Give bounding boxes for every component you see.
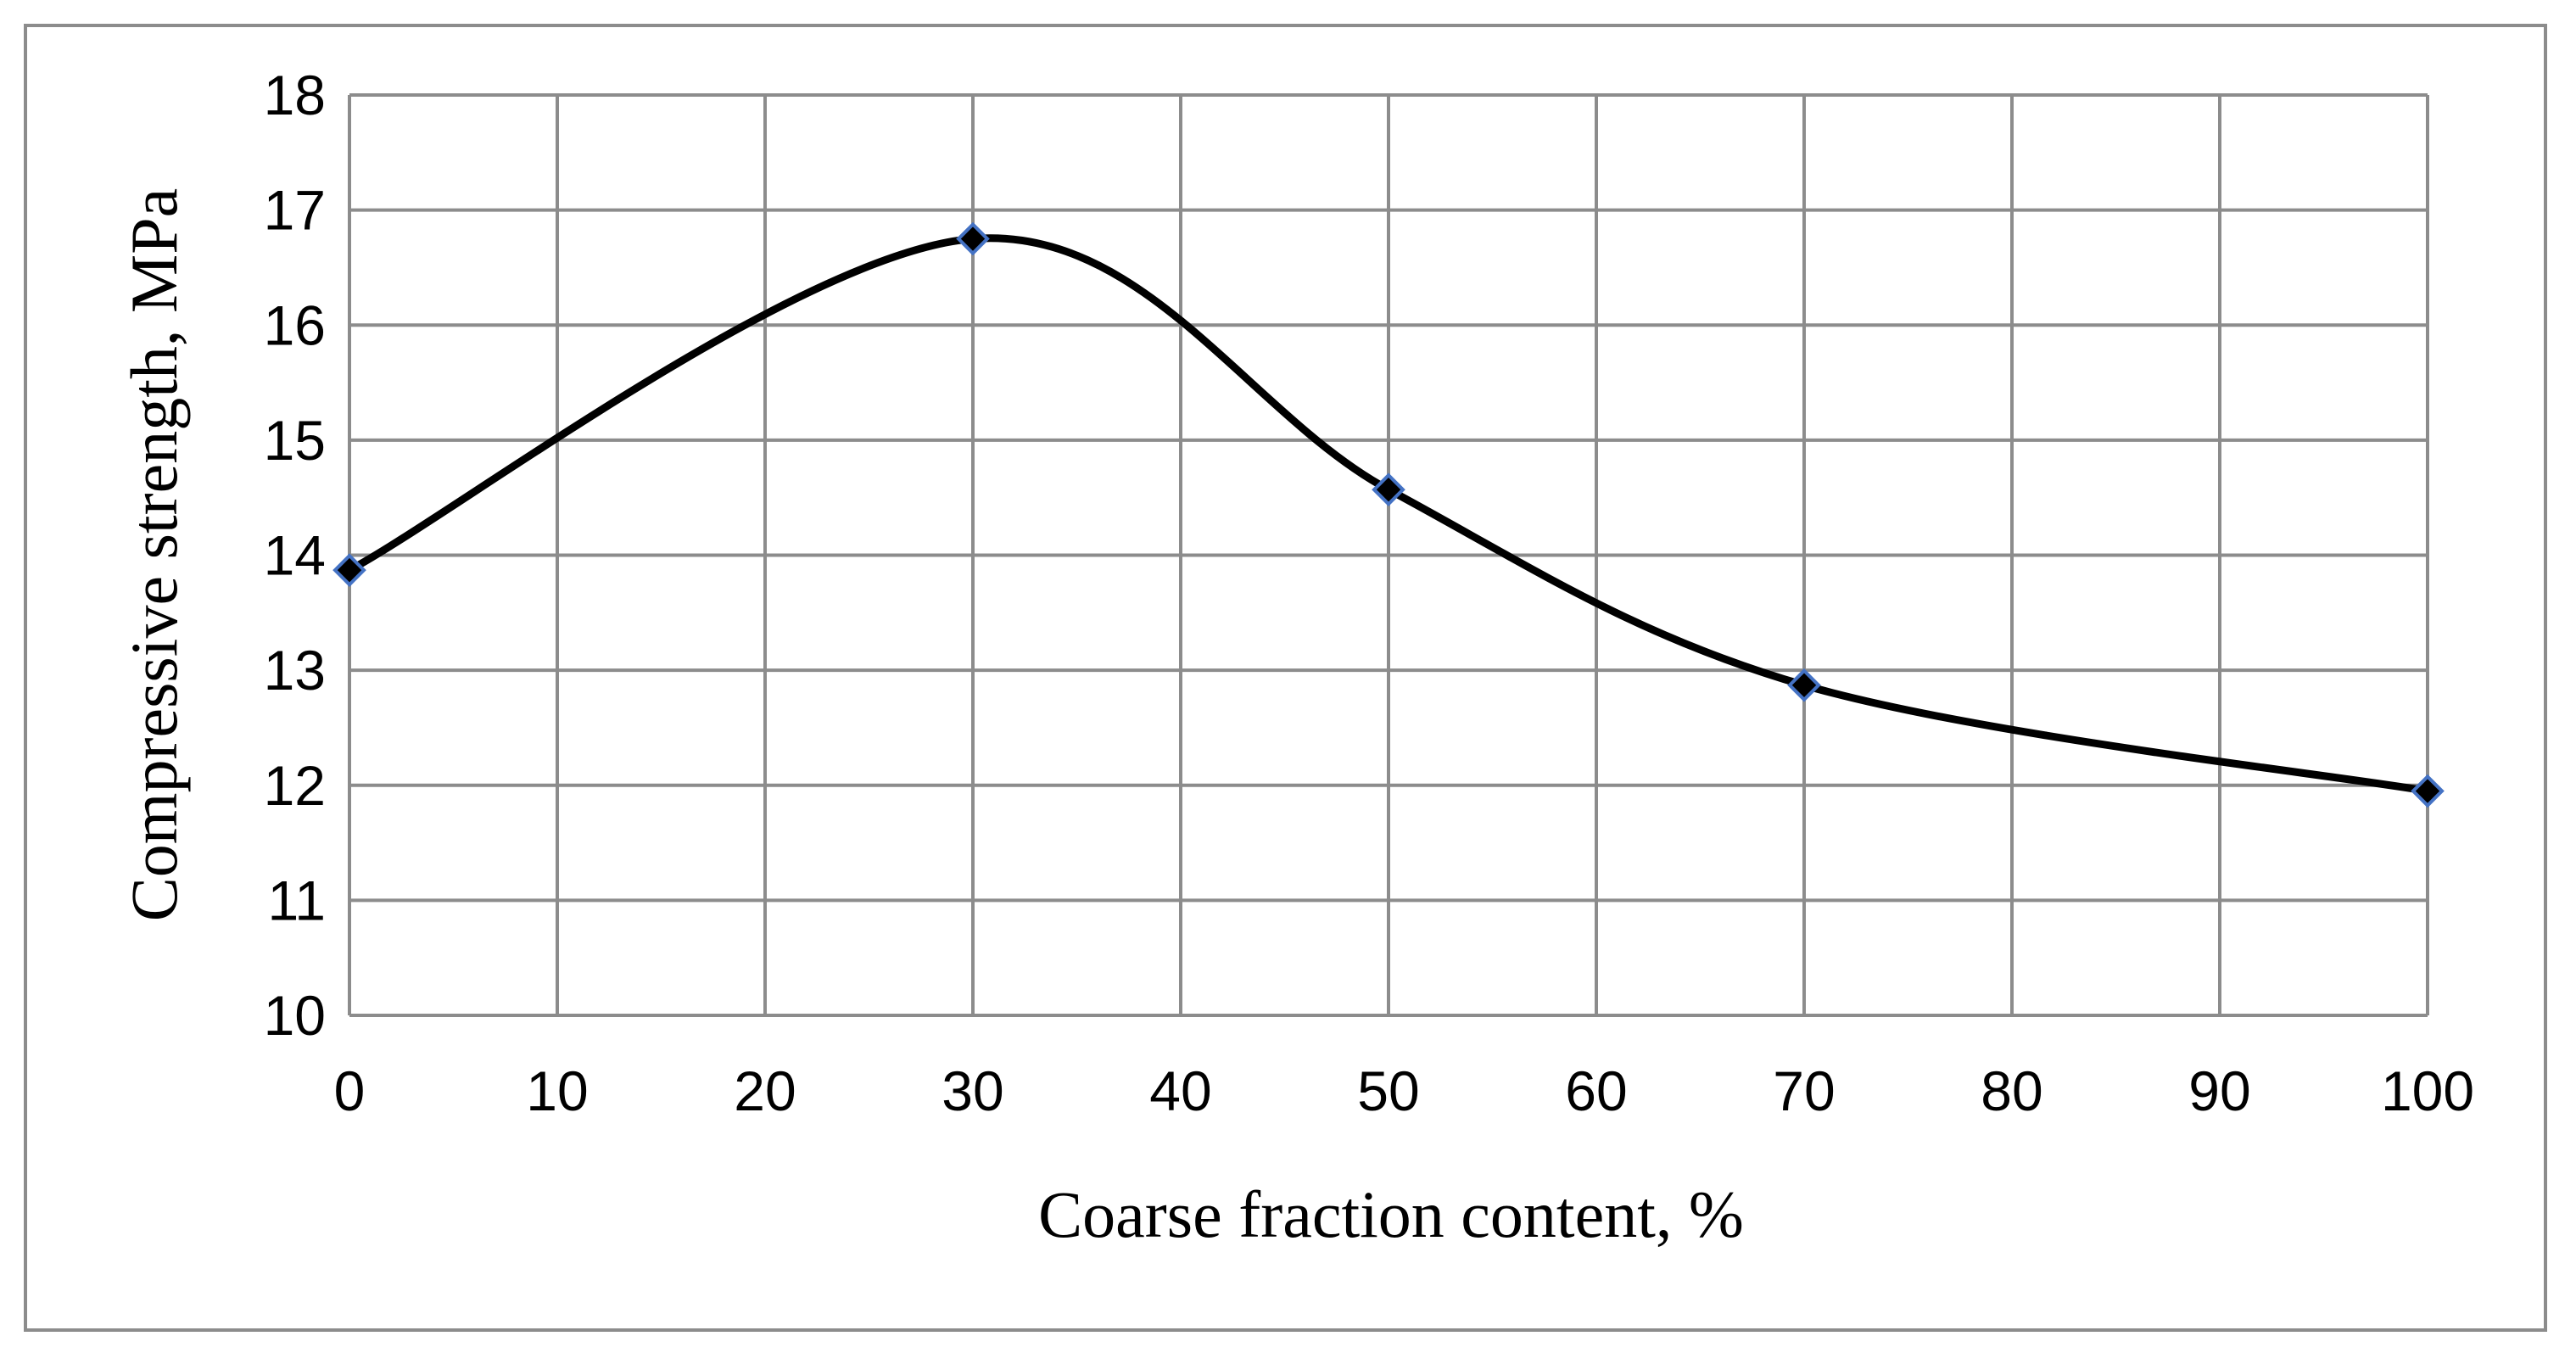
x-tick-label-50: 50 [1357,1059,1419,1122]
chart-frame [24,24,2547,1332]
x-tick-labels: 0 10 20 30 40 50 60 70 80 90 100 [334,1059,2474,1122]
x-tick-label-40: 40 [1149,1059,1211,1122]
x-axis-title: Coarse fraction content, % [1038,1177,1744,1251]
data-point-50 [1372,472,1405,507]
data-point-30 [956,221,990,256]
x-tick-label-90: 90 [2188,1059,2250,1122]
y-tick-label-17: 17 [264,179,326,242]
y-tick-label-14: 14 [264,524,326,587]
x-tick-label-60: 60 [1565,1059,1627,1122]
x-tick-label-20: 20 [734,1059,796,1122]
y-tick-label-16: 16 [264,293,326,356]
x-tick-label-70: 70 [1773,1059,1835,1122]
data-point-100 [2411,774,2445,808]
series-line-0 [345,234,2432,796]
marker-layer [332,221,2445,808]
y-tick-label-18: 18 [264,64,326,126]
y-tick-label-15: 15 [264,409,326,472]
y-tick-label-11: 11 [267,869,326,931]
x-tick-label-80: 80 [1981,1059,2042,1122]
y-axis-title: Compressive strength, MPa [117,188,191,921]
grid-layer [348,93,2429,1017]
x-tick-label-100: 100 [2381,1059,2474,1122]
data-point-0 [332,553,366,587]
x-tick-label-10: 10 [526,1059,588,1122]
x-tick-label-0: 0 [334,1059,366,1122]
data-point-70 [1787,668,1821,702]
y-tick-label-12: 12 [264,754,326,817]
y-tick-label-13: 13 [264,639,326,702]
series-layer [345,234,2432,796]
x-tick-label-30: 30 [942,1059,1003,1122]
y-tick-label-10: 10 [264,984,326,1047]
y-tick-labels: 10 11 12 13 14 15 16 17 18 [264,64,326,1047]
